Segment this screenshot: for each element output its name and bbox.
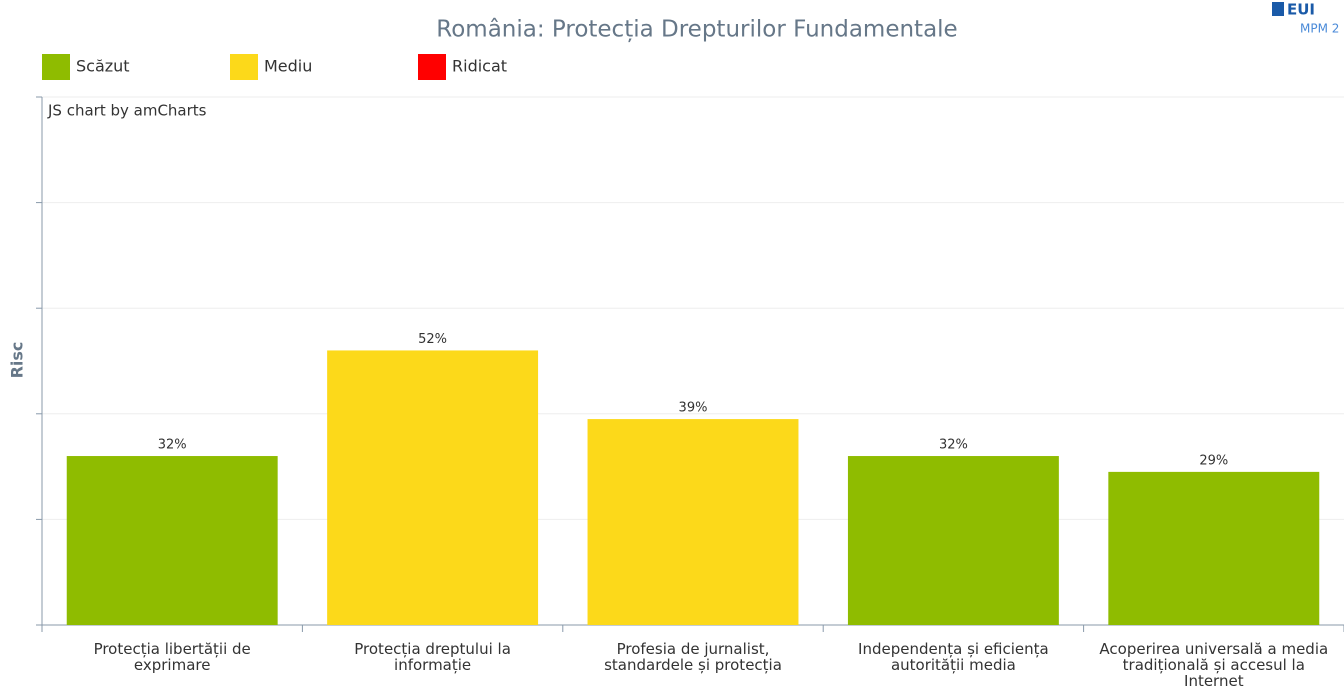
bar <box>66 456 278 625</box>
x-tick-label: Profesia de jurnalist, standardele și pr… <box>604 640 782 674</box>
credit: JS chart by amCharts <box>47 102 207 120</box>
logo-icon <box>1272 2 1284 16</box>
bar <box>587 419 799 625</box>
logo-text: EUI <box>1287 1 1315 19</box>
value-label: 32% <box>939 438 968 453</box>
bar <box>1108 471 1320 625</box>
legend-label: Scăzut <box>76 57 130 76</box>
legend-label: Mediu <box>264 57 312 76</box>
value-label: 52% <box>418 332 447 347</box>
value-label: 29% <box>1199 453 1228 468</box>
legend-swatch <box>230 54 258 80</box>
bar <box>847 456 1059 625</box>
value-label: 32% <box>158 438 187 453</box>
legend-swatch <box>418 54 446 80</box>
legend-swatch <box>42 54 70 80</box>
x-tick-label: Protecția dreptului la informație <box>354 640 511 674</box>
chart-title: România: Protecția Drepturilor Fundament… <box>436 17 957 43</box>
x-tick-label: Protecția libertății de exprimare <box>93 640 251 674</box>
legend-label: Ridicat <box>452 57 507 76</box>
logo-subtext: MPM 2 <box>1300 22 1339 36</box>
y-axis-label: Risc <box>8 342 27 379</box>
bar <box>327 350 539 625</box>
value-label: 39% <box>679 401 708 416</box>
x-tick-label: Independența și eficiența autorității me… <box>858 640 1049 674</box>
x-tick-label: Acoperirea universală a media tradiționa… <box>1099 640 1329 690</box>
